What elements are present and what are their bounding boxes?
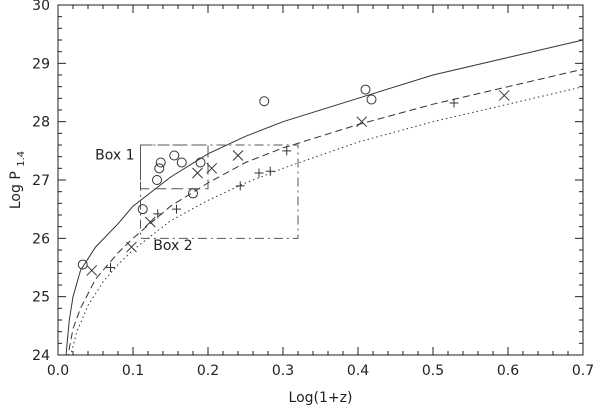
x-tick-label: 0.3 [272, 363, 294, 379]
point-circle [366, 94, 377, 105]
data-points [77, 84, 510, 276]
point-cross [144, 216, 156, 228]
point-circle [152, 175, 162, 185]
point-circle [195, 157, 206, 168]
y-tick-label: 28 [32, 115, 50, 131]
y-axis-label: Log P 1.4 [8, 151, 27, 209]
curve-solid [65, 39, 583, 355]
y-tick-label: 27 [32, 173, 50, 189]
point-cross [86, 265, 98, 276]
y-axis-label-main: Log P [8, 171, 24, 209]
x-axis-label: Log(1+z) [289, 390, 353, 406]
point-cross [126, 241, 137, 253]
point-circle [169, 150, 180, 161]
curve-dotted [70, 86, 583, 355]
region-boxes: Box 1 Box 2 [95, 144, 299, 254]
region-box-1 [140, 144, 209, 190]
region-label-1: Box 1 [95, 148, 134, 164]
region-label-2: Box 2 [153, 238, 192, 254]
x-tick-label: 0.2 [197, 363, 219, 379]
point-circle [77, 259, 88, 270]
point-cross [206, 162, 218, 174]
point-cross [356, 116, 368, 128]
y-tick-label: 25 [32, 290, 50, 306]
axes: 0.0 0.1 0.2 0.3 0.4 0.5 0.6 0.7 24 25 26 27 28 29 30 [32, 0, 594, 379]
point-plus [265, 166, 275, 176]
y-axis-label-subscript: 1.4 [16, 151, 27, 167]
x-tick-label: 0.6 [497, 363, 519, 379]
x-tick-label: 0.4 [347, 363, 369, 379]
point-circle [188, 188, 198, 199]
point-cross [498, 90, 510, 101]
x-tick-label: 0.0 [47, 363, 69, 379]
y-tick-label: 30 [32, 0, 50, 14]
x-tick-label: 0.5 [422, 363, 444, 379]
y-tick-label: 24 [32, 348, 50, 364]
point-plus [449, 98, 459, 108]
point-circle [360, 84, 371, 95]
point-plus [172, 204, 181, 214]
point-plus [254, 168, 264, 178]
point-circle [155, 157, 166, 168]
region-box-2 [140, 144, 299, 239]
y-tick-label: 26 [32, 231, 50, 247]
point-circle [154, 163, 165, 174]
x-axis-ticks: 0.0 0.1 0.2 0.3 0.4 0.5 0.6 0.7 [47, 5, 594, 379]
plot-frame [57, 4, 584, 356]
point-plus [153, 209, 163, 219]
model-curves [65, 39, 583, 355]
point-plus [106, 263, 115, 272]
y-tick-label: 29 [32, 56, 50, 72]
point-circle [176, 157, 187, 168]
curve-dashed [67, 68, 583, 355]
x-tick-label: 0.7 [572, 363, 594, 379]
point-circle [259, 96, 270, 107]
point-plus [235, 181, 245, 191]
point-cross [232, 150, 244, 161]
y-axis-ticks: 24 25 26 27 28 29 30 [32, 0, 583, 364]
x-tick-label: 0.1 [122, 363, 144, 379]
point-cross [192, 167, 203, 179]
point-circle [137, 204, 148, 215]
point-plus [282, 146, 292, 156]
